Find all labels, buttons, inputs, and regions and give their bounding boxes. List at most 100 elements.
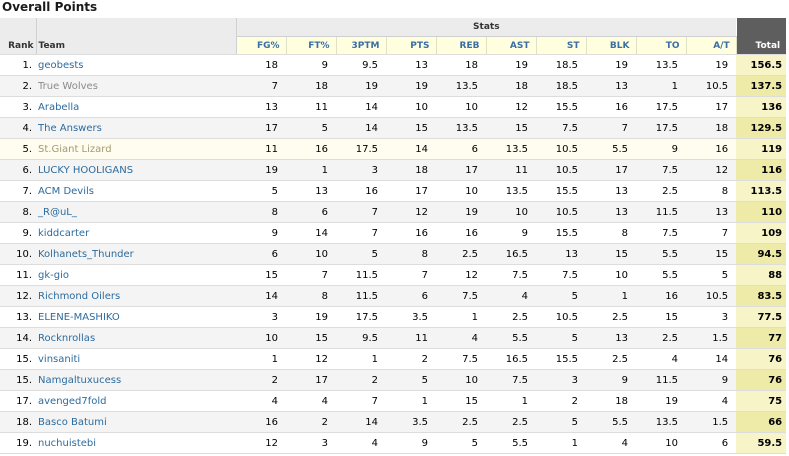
stat-cell: 16 <box>436 222 486 244</box>
stat-cell: 3.5 <box>386 411 436 433</box>
stat-cell: 5 <box>686 264 737 286</box>
stat-column-header[interactable]: ST <box>536 36 587 55</box>
team-link[interactable]: Arabella <box>36 96 236 118</box>
stat-cell: 8 <box>586 222 636 244</box>
stat-column-header[interactable]: REB <box>436 36 487 55</box>
stat-cell: 7 <box>236 75 286 97</box>
stat-cell: 10.5 <box>536 306 586 328</box>
rank-cell: 5. <box>0 138 36 160</box>
stat-cell: 7.5 <box>536 264 586 286</box>
stat-cell: 2 <box>536 390 586 412</box>
total-cell: 75 <box>736 390 787 412</box>
stat-cell: 19 <box>686 54 737 76</box>
stat-cell: 1.5 <box>686 327 737 349</box>
rank-cell: 8. <box>0 201 36 223</box>
stat-cell: 18.5 <box>536 75 586 97</box>
stat-cell: 9 <box>586 369 636 391</box>
stat-cell: 7 <box>686 222 737 244</box>
stat-cell: 6 <box>436 138 486 160</box>
stat-cell: 14 <box>286 222 336 244</box>
stat-cell: 4 <box>486 285 536 307</box>
stat-cell: 11.5 <box>636 369 686 391</box>
stat-cell: 10 <box>436 96 486 118</box>
standings-table: Rank Team Stats Total FG% FT% 3PTM PTS REB AS… <box>0 18 787 454</box>
stat-cell: 17 <box>436 159 486 181</box>
stat-cell: 3.5 <box>386 306 436 328</box>
total-cell: 113.5 <box>736 180 787 202</box>
rank-cell: 6. <box>0 159 36 181</box>
team-link[interactable]: _R@uL_ <box>36 201 236 223</box>
team-link[interactable]: LUCKY HOOLIGANS <box>36 159 236 181</box>
team-link[interactable]: Richmond Oilers <box>36 285 236 307</box>
total-cell: 83.5 <box>736 285 787 307</box>
rank-cell: 10. <box>0 243 36 265</box>
stat-cell: 2.5 <box>486 306 536 328</box>
stat-cell: 17 <box>286 369 336 391</box>
stat-column-header[interactable]: TO <box>636 36 687 55</box>
team-link[interactable]: Namgaltuxucess <box>36 369 236 391</box>
team-link[interactable]: Rocknrollas <box>36 327 236 349</box>
team-link[interactable]: kiddcarter <box>36 222 236 244</box>
stat-cell: 11 <box>386 327 436 349</box>
stat-column-header[interactable]: A/T <box>686 36 737 55</box>
stat-cell: 13 <box>386 54 436 76</box>
team-link[interactable]: vinsaniti <box>36 348 236 370</box>
stat-cell: 2 <box>236 369 286 391</box>
stat-cell: 16.5 <box>486 348 536 370</box>
stat-cell: 6 <box>286 201 336 223</box>
team-link[interactable]: ELENE-MASHIKO <box>36 306 236 328</box>
team-link[interactable]: St.Giant Lizard <box>36 138 236 160</box>
stat-cell: 10.5 <box>536 138 586 160</box>
table-row: 14. Rocknrollas 10 15 9.5 11 4 5.5 5 13 2.5 1.5 77 <box>0 327 787 349</box>
table-row: 7. ACM Devils 5 13 16 17 10 13.5 15.5 13 2.5 8 113.5 <box>0 180 787 202</box>
stat-cell: 17.5 <box>636 117 686 139</box>
team-link[interactable]: avenged7fold <box>36 390 236 412</box>
stat-cell: 1.5 <box>686 411 737 433</box>
stat-column-header[interactable]: FT% <box>286 36 337 55</box>
stat-cell: 5 <box>536 327 586 349</box>
team-link[interactable]: True Wolves <box>36 75 236 97</box>
stats-header: Stats <box>236 18 737 37</box>
stat-cell: 17 <box>236 117 286 139</box>
stat-column-header[interactable]: PTS <box>386 36 437 55</box>
stat-cell: 17.5 <box>636 96 686 118</box>
team-link[interactable]: geobests <box>36 54 236 76</box>
total-cell: 116 <box>736 159 787 181</box>
stat-cell: 5 <box>236 180 286 202</box>
table-row: 10. Kolhanets_Thunder 6 10 5 8 2.5 16.5 13 15 5.5 1… <box>0 243 787 265</box>
stat-cell: 5 <box>436 432 486 454</box>
table-row: 2. True Wolves 7 18 19 19 13.5 18 18.5 13 1 10.5 137… <box>0 75 787 97</box>
team-link[interactable]: gk-gio <box>36 264 236 286</box>
total-header[interactable]: Total <box>736 18 787 55</box>
total-cell: 119 <box>736 138 787 160</box>
stat-column-header[interactable]: BLK <box>586 36 637 55</box>
stat-cell: 17.5 <box>336 138 386 160</box>
stat-cell: 18 <box>386 159 436 181</box>
stat-cell: 19 <box>236 159 286 181</box>
stat-cell: 7.5 <box>486 369 536 391</box>
stat-column-header[interactable]: 3PTM <box>336 36 387 55</box>
stat-cell: 9 <box>686 369 737 391</box>
stat-column-header[interactable]: FG% <box>236 36 287 55</box>
rank-cell: 15. <box>0 369 36 391</box>
stat-cell: 13 <box>586 201 636 223</box>
stat-cell: 4 <box>286 390 336 412</box>
stat-cell: 5 <box>536 285 586 307</box>
stat-cell: 15 <box>636 306 686 328</box>
stat-cell: 3 <box>336 159 386 181</box>
stat-cell: 9.5 <box>336 327 386 349</box>
table-row: 19. nuchuistebi 12 3 4 9 5 5.5 1 4 10 6 59.5 <box>0 432 787 454</box>
table-row: 15. vinsaniti 1 12 1 2 7.5 16.5 15.5 2.5 4 14 76 <box>0 348 787 370</box>
stat-column-header[interactable]: AST <box>486 36 537 55</box>
team-link[interactable]: The Answers <box>36 117 236 139</box>
team-link[interactable]: nuchuistebi <box>36 432 236 454</box>
team-link[interactable]: ACM Devils <box>36 180 236 202</box>
stat-cell: 4 <box>586 432 636 454</box>
stat-cell: 7.5 <box>436 285 486 307</box>
stat-cell: 17.5 <box>336 306 386 328</box>
team-link[interactable]: Basco Batumi <box>36 411 236 433</box>
team-link[interactable]: Kolhanets_Thunder <box>36 243 236 265</box>
stat-cell: 2.5 <box>436 243 486 265</box>
stat-cell: 8 <box>386 243 436 265</box>
stat-cell: 4 <box>636 348 686 370</box>
